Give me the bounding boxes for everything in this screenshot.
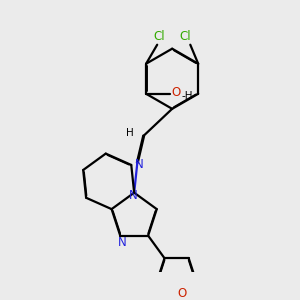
Text: -H: -H — [182, 91, 193, 101]
Text: O: O — [178, 287, 187, 300]
Text: O: O — [171, 86, 180, 99]
Text: Cl: Cl — [153, 30, 165, 43]
Text: N: N — [129, 189, 138, 203]
Text: N: N — [134, 158, 143, 171]
Text: Cl: Cl — [180, 30, 191, 43]
Text: H: H — [126, 128, 134, 138]
Text: N: N — [117, 236, 126, 249]
